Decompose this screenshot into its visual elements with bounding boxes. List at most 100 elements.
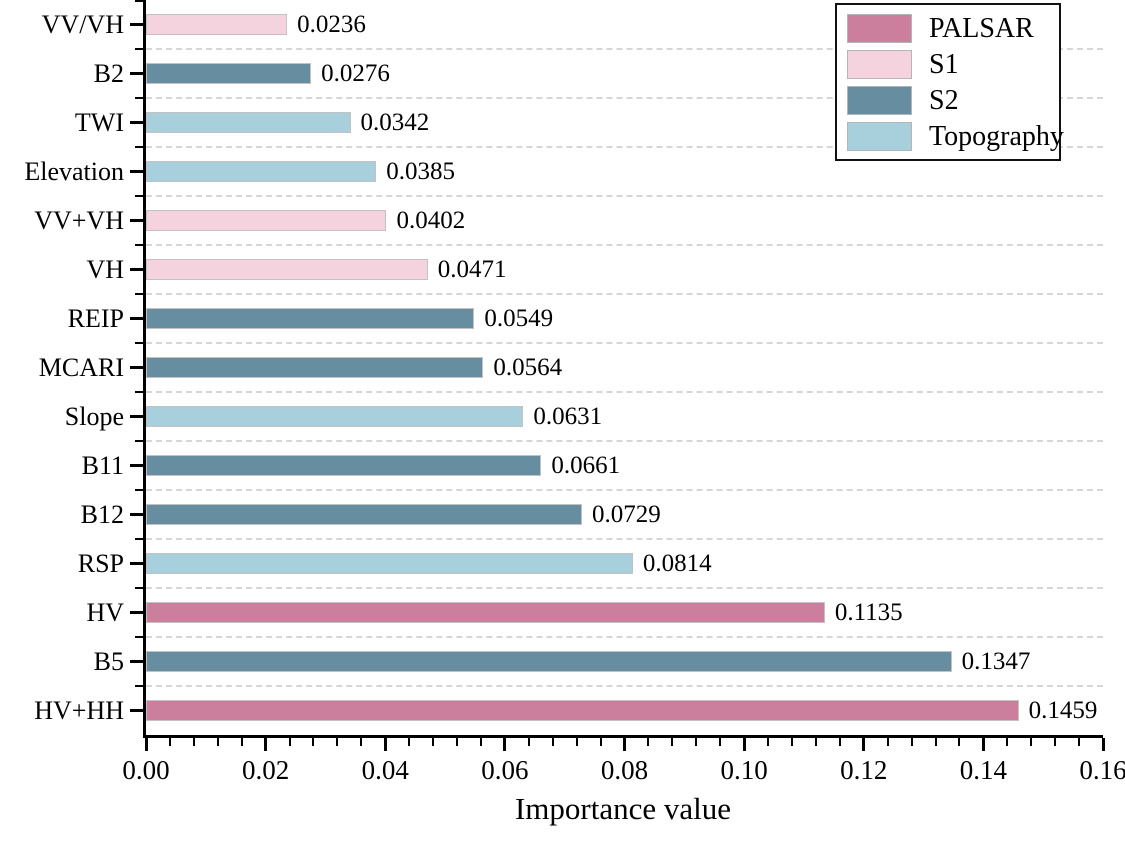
legend: PALSAR S1 S2 Topography bbox=[835, 3, 1064, 161]
x-minor-tick bbox=[288, 738, 291, 746]
x-major-tick bbox=[144, 738, 148, 751]
bar-value-label: 0.0276 bbox=[321, 59, 390, 87]
x-tick-label: 0.14 bbox=[959, 755, 1007, 785]
gridline bbox=[146, 538, 1103, 540]
category-label-VV/VH: VV/VH bbox=[41, 9, 124, 39]
x-minor-tick bbox=[336, 738, 339, 746]
y-minor-tick bbox=[135, 587, 143, 589]
y-major-tick bbox=[130, 72, 143, 75]
x-major-tick bbox=[623, 738, 626, 751]
x-minor-tick bbox=[790, 738, 793, 746]
gridline bbox=[146, 587, 1103, 589]
x-minor-tick bbox=[479, 738, 482, 746]
x-minor-tick bbox=[240, 738, 243, 746]
gridline bbox=[146, 636, 1103, 638]
bar-B2 bbox=[146, 63, 312, 84]
bar-value-label: 0.0564 bbox=[493, 353, 563, 381]
bar-value-label: 0.0402 bbox=[396, 206, 466, 234]
y-minor-tick bbox=[135, 636, 143, 638]
y-major-tick bbox=[130, 709, 143, 712]
legend-swatch-Topography bbox=[847, 122, 912, 151]
legend-label: Topography bbox=[929, 121, 1064, 152]
bar-Slope bbox=[146, 406, 524, 427]
y-major-tick bbox=[130, 415, 143, 418]
y-minor-tick bbox=[135, 293, 143, 295]
bar-row-Elevation: 0.0385 bbox=[146, 147, 1103, 196]
y-major-tick bbox=[130, 513, 143, 516]
x-minor-tick bbox=[1078, 738, 1081, 746]
category-label-HV+HH: HV+HH bbox=[34, 695, 124, 725]
y-minor-tick bbox=[135, 244, 143, 246]
gridline bbox=[146, 293, 1103, 295]
x-minor-tick bbox=[958, 738, 961, 746]
x-minor-tick bbox=[695, 738, 698, 746]
bar-B12 bbox=[146, 504, 583, 525]
bar-value-label: 0.0385 bbox=[386, 157, 456, 185]
bar-TWI bbox=[146, 112, 351, 133]
bar-value-label: 0.0814 bbox=[642, 549, 712, 577]
x-tick-label: 0.16 bbox=[1079, 755, 1125, 785]
bar-value-label: 0.0631 bbox=[533, 402, 603, 430]
x-minor-tick bbox=[886, 738, 889, 746]
x-major-tick bbox=[742, 738, 746, 751]
bar-row-VH: 0.0471 bbox=[146, 245, 1103, 294]
bar-MCARI bbox=[146, 357, 484, 378]
bar-value-label: 0.0661 bbox=[551, 451, 621, 479]
category-label-Slope: Slope bbox=[64, 401, 124, 431]
bar-row-VV/VH: 0.0236 bbox=[146, 0, 1103, 49]
bar-row-HV+HH: 0.1459 bbox=[146, 686, 1103, 735]
legend-item-Topography: Topography bbox=[847, 122, 1064, 151]
x-minor-tick bbox=[1006, 738, 1009, 746]
y-minor-tick bbox=[135, 342, 143, 344]
legend-item-PALSAR: PALSAR bbox=[847, 14, 1051, 43]
category-label-B11: B11 bbox=[81, 450, 124, 480]
x-minor-tick bbox=[599, 738, 602, 746]
x-minor-tick bbox=[814, 738, 817, 746]
bar-value-label: 0.0729 bbox=[592, 500, 661, 528]
x-major-tick bbox=[981, 738, 985, 751]
y-minor-tick bbox=[135, 195, 143, 197]
x-minor-tick bbox=[360, 738, 363, 746]
category-label-REIP: REIP bbox=[67, 303, 124, 333]
y-minor-tick bbox=[135, 146, 143, 148]
x-tick-label: 0.02 bbox=[242, 755, 290, 785]
x-minor-tick bbox=[551, 738, 554, 746]
y-major-tick bbox=[130, 23, 143, 26]
x-minor-tick bbox=[168, 738, 171, 746]
bar-value-label: 0.1347 bbox=[961, 647, 1031, 675]
x-major-tick bbox=[383, 738, 387, 751]
legend-swatch-S2 bbox=[847, 86, 912, 115]
x-minor-tick bbox=[838, 738, 841, 746]
legend-item-S1: S1 bbox=[847, 50, 1051, 79]
y-minor-tick bbox=[135, 538, 143, 540]
y-minor-tick bbox=[135, 97, 143, 99]
gridline bbox=[146, 342, 1103, 344]
gridline bbox=[146, 440, 1103, 442]
gridline bbox=[146, 244, 1103, 246]
bar-VH bbox=[146, 259, 428, 280]
bar-row-B11: 0.0661 bbox=[146, 441, 1103, 490]
x-major-tick bbox=[503, 738, 507, 751]
category-label-RSP: RSP bbox=[77, 548, 124, 578]
y-minor-tick bbox=[135, 0, 143, 2]
x-minor-tick bbox=[192, 738, 195, 746]
y-minor-tick bbox=[135, 685, 143, 687]
y-major-tick bbox=[130, 366, 143, 369]
x-tick-label: 0.06 bbox=[481, 755, 529, 785]
x-minor-tick bbox=[910, 738, 913, 746]
y-major-tick bbox=[130, 611, 143, 614]
bar-row-B12: 0.0729 bbox=[146, 490, 1103, 539]
y-major-tick bbox=[130, 121, 143, 124]
bar-B11 bbox=[146, 455, 542, 476]
gridline bbox=[146, 195, 1103, 197]
bar-value-label: 0.0236 bbox=[297, 10, 366, 38]
x-minor-tick bbox=[575, 738, 578, 746]
bar-VV/VH bbox=[146, 14, 288, 35]
x-minor-tick bbox=[1054, 738, 1057, 746]
legend-label: PALSAR bbox=[929, 13, 1034, 44]
legend-label: S2 bbox=[929, 85, 959, 116]
y-minor-tick bbox=[135, 489, 143, 491]
x-minor-tick bbox=[312, 738, 315, 746]
x-tick-label: 0.10 bbox=[720, 755, 768, 785]
